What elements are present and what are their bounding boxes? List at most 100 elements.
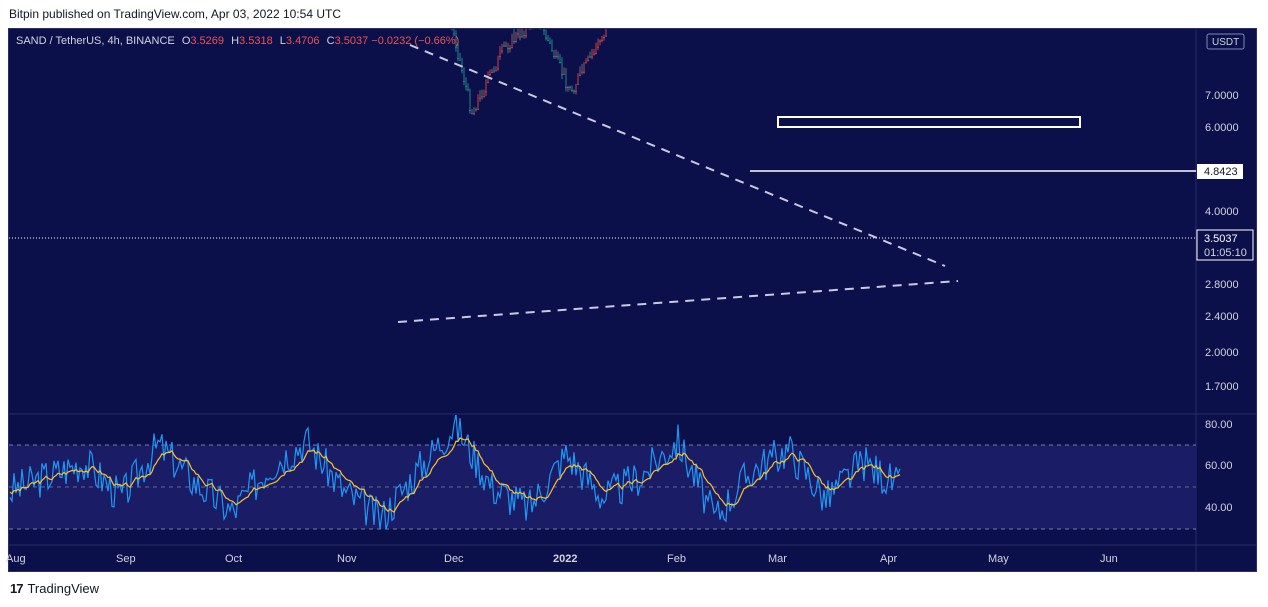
price-tick: 2.0000 xyxy=(1205,347,1239,359)
time-tick: Jun xyxy=(1100,553,1118,565)
candle-body xyxy=(467,89,469,91)
candle-body xyxy=(561,73,563,75)
candle-body xyxy=(477,109,479,110)
candle-body xyxy=(539,28,541,29)
candle-body xyxy=(529,27,531,28)
candle-body xyxy=(593,53,595,55)
candle-body xyxy=(447,5,449,6)
target-box[interactable] xyxy=(777,116,1081,128)
price-tick: 4.0000 xyxy=(1205,206,1239,218)
rsi-indicator xyxy=(9,415,901,530)
time-tick: Oct xyxy=(225,553,242,565)
ascending-trendline[interactable] xyxy=(397,280,959,323)
symbol-label: SAND / TetherUS, 4h, BINANCE xyxy=(16,35,175,47)
currency-label: USDT xyxy=(1212,37,1239,48)
candle-body xyxy=(481,96,483,98)
candle-body xyxy=(669,5,671,6)
candle-body xyxy=(535,22,537,23)
candle-body xyxy=(517,33,519,35)
candle-body xyxy=(701,15,703,16)
rsi-axis[interactable]: 80.00 60.00 40.00 xyxy=(1205,419,1233,514)
candle-body xyxy=(527,26,529,27)
brand-label: TradingView xyxy=(27,581,100,596)
candle-body xyxy=(605,35,607,37)
candle-body xyxy=(471,113,473,115)
candle-body xyxy=(553,56,555,57)
candle-body xyxy=(695,12,697,13)
open-value: 3.5269 xyxy=(190,35,225,47)
candle-body xyxy=(461,69,463,71)
candle-body xyxy=(687,14,689,15)
candle-body xyxy=(547,40,549,41)
candle-body xyxy=(703,13,705,14)
low-value: 3.4706 xyxy=(285,35,320,47)
candle-body xyxy=(501,50,503,52)
candle-body xyxy=(475,109,477,110)
candle-body xyxy=(711,0,713,1)
tradingview-footer[interactable]: 17 TradingView xyxy=(10,581,99,596)
candle-body xyxy=(493,70,495,72)
candle-body xyxy=(689,16,691,17)
candle-body xyxy=(463,81,465,82)
candle-body xyxy=(609,17,611,18)
candle-body xyxy=(591,56,593,58)
candle-body xyxy=(557,56,559,58)
currency-badge[interactable] xyxy=(1206,33,1245,50)
candle-body xyxy=(691,16,693,17)
candle-body xyxy=(679,12,681,13)
low-label: L xyxy=(279,35,286,47)
candle-body xyxy=(683,12,685,13)
candle-body xyxy=(569,87,571,88)
candle-body xyxy=(457,58,459,59)
high-label: H xyxy=(231,35,240,47)
candle-body xyxy=(503,45,505,47)
price-tick: 6.0000 xyxy=(1205,122,1239,134)
resistance-price-badge xyxy=(1197,164,1243,179)
candle-body xyxy=(469,110,471,111)
candle-body xyxy=(571,90,573,91)
time-tick: May xyxy=(988,553,1009,565)
candle-body xyxy=(499,55,501,57)
candle-body xyxy=(673,9,675,10)
price-tick: 2.8000 xyxy=(1205,279,1239,291)
time-tick: Aug xyxy=(6,553,26,565)
time-tick: Feb xyxy=(667,553,686,565)
candle-body xyxy=(521,36,523,38)
candle-body xyxy=(705,9,707,10)
high-value: 3.5318 xyxy=(239,35,273,47)
chart-legend[interactable]: SAND / TetherUS, 4h, BINANCE O3.5269 H3.… xyxy=(16,35,459,47)
candle-body xyxy=(603,37,605,38)
candle-body xyxy=(489,73,491,75)
time-axis[interactable]: Aug Sep Oct Nov Dec 2022 Feb Mar Apr May… xyxy=(6,553,1118,565)
candle-body xyxy=(709,9,711,10)
candle-body xyxy=(579,74,581,76)
price-axis[interactable]: 7.0000 6.0000 4.0000 2.8000 2.4000 2.000… xyxy=(1205,90,1239,393)
close-value: 3.5037 xyxy=(334,35,369,47)
candle-body xyxy=(449,17,451,18)
candle-body xyxy=(697,12,699,13)
time-tick: Mar xyxy=(768,553,787,565)
candle-body xyxy=(497,68,499,70)
last-price-label: 3.5037 xyxy=(1204,233,1238,245)
candle-body xyxy=(699,15,701,16)
candle-body xyxy=(491,72,493,73)
candle-body xyxy=(565,86,567,88)
resistance-price-label: 4.8423 xyxy=(1204,166,1238,178)
candle-body xyxy=(459,59,461,61)
candle-body xyxy=(587,59,589,61)
candle-body xyxy=(707,9,709,10)
candle-body xyxy=(543,29,545,31)
candle-body xyxy=(601,39,603,41)
candle-body xyxy=(599,40,601,42)
candle-body xyxy=(485,91,487,93)
change-value: −0.0232 (−0.66%) xyxy=(371,35,460,47)
candle-body xyxy=(551,50,553,52)
candle-body xyxy=(531,27,533,28)
descending-trendline[interactable] xyxy=(409,44,946,267)
candle-body xyxy=(563,73,565,75)
candlestick-series xyxy=(447,0,713,116)
time-tick: Nov xyxy=(337,553,357,565)
candle-body xyxy=(451,25,453,26)
candle-body xyxy=(589,56,591,58)
